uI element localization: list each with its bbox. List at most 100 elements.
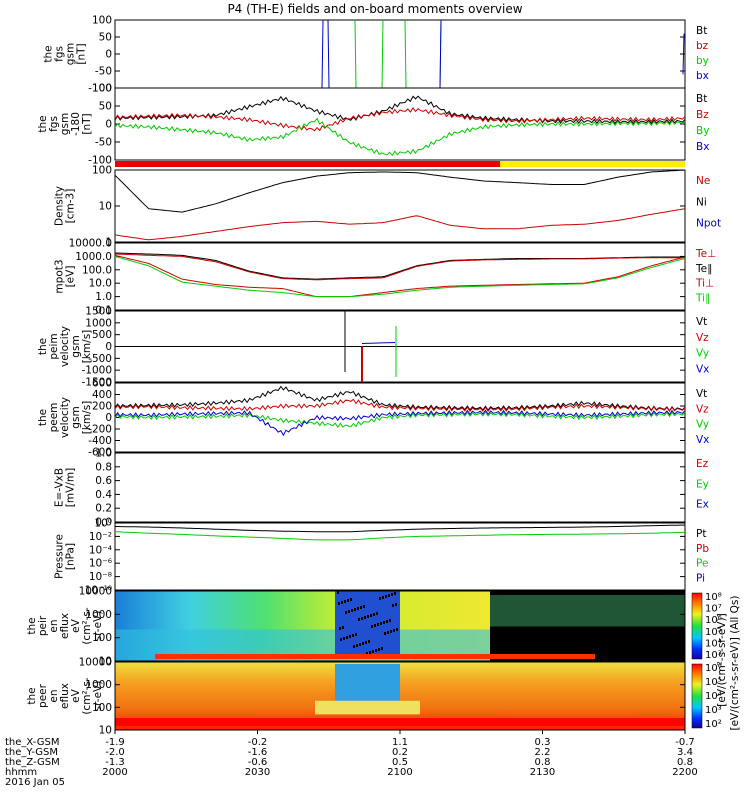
y-axis-label-line: en [48, 619, 60, 632]
legend-entry: Bz [696, 109, 709, 121]
y-axis-label-line: the [37, 115, 49, 132]
Te∥-line [114, 252, 685, 280]
spectrogram-speck [395, 603, 397, 606]
y-tick-label: 500 [92, 329, 112, 341]
colorbar-label-overlap: [eV/(cm²-s-sr-eV)] [716, 613, 728, 706]
spectrogram-yellow-band [315, 700, 420, 715]
spectrogram-speck [345, 611, 347, 614]
spectrogram-speck [374, 624, 376, 627]
Vy-line [114, 411, 686, 428]
footer-value: 0.8 [677, 757, 693, 768]
spectrogram-speck [360, 606, 362, 609]
spectrogram-speck [347, 599, 349, 602]
Ti∥-line [114, 255, 686, 298]
y-axis-label: Pressure[nPa] [54, 534, 77, 579]
footer-value: -2.0 [105, 747, 125, 758]
spectrogram-speck [386, 620, 388, 623]
colorbar-tick-label: 10⁸ [705, 592, 722, 603]
panel-frame [114, 590, 686, 662]
footer-value: 0.8 [535, 757, 551, 768]
y-tick-label: 10000.0 [69, 238, 112, 250]
y-tick-label: 0.1 [95, 305, 112, 317]
y-axis-label-line: fgs [48, 116, 60, 132]
spectrogram-speck [388, 594, 390, 597]
y-tick-label: 10 [99, 201, 112, 213]
panel-frame [114, 522, 686, 591]
Ni-line [114, 169, 686, 213]
y-tick-label: 10⁰ [94, 518, 112, 530]
y-tick-label: 10⁻² [89, 531, 112, 543]
y-axis-label-line: mpot3 [54, 259, 66, 293]
y-tick-label: 1000 [85, 609, 112, 621]
y-tick-label: -50 [95, 66, 112, 78]
bx-spike [682, 33, 685, 75]
spectrogram-speck [353, 645, 355, 648]
spectrogram-speck [355, 633, 357, 636]
y-tick-label: 1.0 [95, 448, 112, 460]
colorbar-tick-label: 10³ [705, 650, 722, 661]
spectrogram-speck [370, 614, 372, 617]
y-tick-label: -200 [88, 424, 112, 436]
spectrogram-speck [384, 632, 386, 635]
panel-fgs180: 100 50 0 -50 -100 thefgsgsm-180[nT] Bt Bz By Bx [37, 83, 709, 167]
spectrogram-red-band [115, 718, 685, 726]
spectrogram-speck [349, 635, 351, 638]
y-tick-label: 100.0 [82, 264, 112, 276]
spectrogram-speck [339, 627, 341, 630]
y-axis-label-line: Density [54, 186, 66, 226]
panel-peer: 10⁶ 10⁵ 10⁴ 10³ 10² 10000 1000 100 10 thepeerenef… [26, 657, 722, 737]
spectrogram-speck [369, 651, 371, 654]
footer-row-label: the_Y-GSM [5, 747, 58, 758]
y-axis-label-line: [cm-3] [65, 189, 77, 224]
y-axis-label: thepeirenefluxeV(cm²-s-sr-eV) [26, 607, 104, 645]
y-axis-label: thefgsgsm[nT] [43, 43, 88, 65]
mode-bar-red [115, 161, 500, 167]
spectrogram-speck [392, 604, 394, 607]
bx-spike [439, 19, 442, 89]
y-axis-label-line: [eV] [65, 266, 77, 288]
y-tick-label: 0 [105, 49, 112, 61]
y-tick-label: 0.2 [95, 503, 112, 515]
footer-value: 1.1 [392, 737, 408, 748]
spectrogram-speck [352, 634, 354, 637]
spectrogram-electron-block [335, 664, 400, 702]
legend-entry: Vx [696, 434, 709, 446]
y-tick-label: 10⁻¹⁰ [85, 585, 112, 597]
colorbar-scale [691, 592, 703, 660]
y-axis-label-line: sr-eV) [92, 681, 104, 712]
panel-density: 100 10 1 Density[cm-3] Ne Ni Npot [54, 165, 722, 249]
y-tick-label: 0 [105, 341, 112, 353]
spectrogram-speck [342, 626, 344, 629]
y-axis-label-line: en [48, 689, 60, 702]
footer-value: 0.3 [535, 737, 551, 748]
legend-entry: Vz [696, 403, 709, 415]
y-tick-label: 10.0 [89, 278, 112, 290]
y-tick-label: 10⁻⁸ [89, 571, 112, 583]
footer-value: 0.2 [392, 747, 408, 758]
y-tick-label: -1500 [81, 377, 112, 389]
y-tick-label: 0 [105, 412, 112, 424]
colorbar-label: [eV/(cm²-s-sr-eV)] (All Qs) [729, 596, 741, 731]
spectrogram-speck [338, 602, 340, 605]
footer-value: 2.2 [535, 747, 551, 758]
bx-spike [327, 19, 330, 89]
legend-entry: by [696, 55, 709, 67]
footer-row-label: the_X-GSM [5, 737, 59, 748]
legend-entry: Te∥ [695, 263, 712, 275]
spectrogram-speck [389, 619, 391, 622]
legend-entry: Vy [696, 419, 709, 431]
y-axis-label-line: gsm [59, 113, 71, 135]
spectrogram-speck [340, 638, 342, 641]
y-axis-label-line: eV [70, 618, 82, 632]
spectrogram-speck [373, 613, 375, 616]
spectrogram-speck [377, 623, 379, 626]
legend-entry: Vz [696, 332, 709, 344]
y-axis-label-line: the [26, 687, 38, 704]
colorbar-tick-label: 10⁶ [705, 615, 722, 626]
spectrogram-speck [387, 631, 389, 634]
spectrogram-speck [368, 640, 370, 643]
spectrogram-speck [356, 644, 358, 647]
footer-value: 2000 [102, 767, 127, 778]
